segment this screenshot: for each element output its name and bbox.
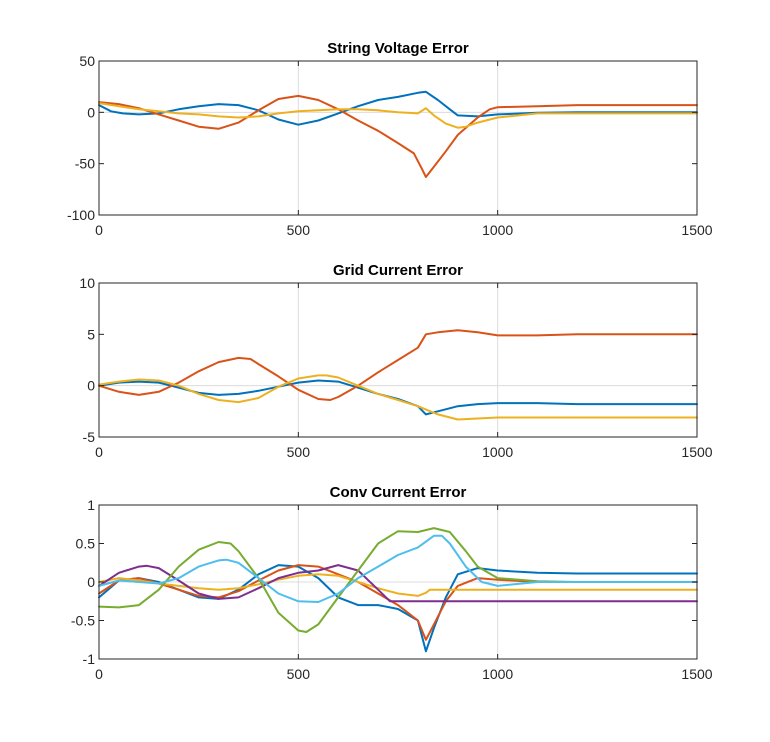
chart-title: Grid Current Error — [333, 262, 463, 279]
x-tick-label: 0 — [95, 444, 103, 460]
axes-background — [99, 61, 697, 215]
line-series-2 — [98, 564, 698, 641]
series-layer — [98, 329, 698, 421]
x-tick-labels: 0 500 1000 1500 — [95, 666, 713, 682]
line-series-3 — [98, 374, 698, 421]
x-tick-label: 1500 — [681, 222, 712, 238]
chart-title: String Voltage Error — [327, 40, 469, 57]
series-layer — [98, 527, 698, 653]
x-tick-label: 500 — [287, 222, 311, 238]
line-series-1 — [98, 379, 698, 416]
y-tick-label: -100 — [67, 207, 95, 223]
tick-marks — [98, 60, 698, 216]
x-tick-label: 1000 — [482, 222, 513, 238]
y-tick-label: 0 — [87, 104, 95, 120]
line-series-2 — [98, 94, 698, 178]
y-tick-label: -50 — [75, 156, 95, 172]
y-tick-labels: -100 -50 0 50 — [67, 53, 95, 223]
y-tick-label: 50 — [79, 53, 95, 69]
line-series-4 — [98, 564, 698, 603]
y-tick-label: 0 — [87, 574, 95, 590]
tick-marks — [98, 504, 698, 660]
x-tick-labels: 0 500 1000 1500 — [95, 222, 713, 238]
x-tick-label: 1000 — [482, 666, 513, 682]
axes-box — [98, 282, 698, 438]
line-series-2 — [98, 329, 698, 401]
x-tick-label: 1500 — [681, 444, 712, 460]
x-tick-label: 1000 — [482, 444, 513, 460]
x-tick-label: 1500 — [681, 666, 712, 682]
x-tick-labels: 0 500 1000 1500 — [95, 444, 713, 460]
y-tick-label: 0.5 — [76, 536, 96, 552]
subplot-string-voltage-error: 0 500 1000 1500 -100 -50 0 50 String Voltage E… — [67, 40, 713, 238]
y-tick-label: -1 — [83, 651, 96, 667]
y-tick-label: 1 — [87, 497, 95, 513]
x-tick-label: 0 — [95, 666, 103, 682]
x-tick-label: 500 — [287, 444, 311, 460]
line-series-5 — [98, 527, 698, 633]
axes-box — [98, 60, 698, 216]
y-tick-label: 0 — [87, 378, 95, 394]
x-tick-label: 0 — [95, 222, 103, 238]
y-tick-label: -5 — [83, 429, 96, 445]
grid-lines — [99, 283, 697, 437]
subplot-conv-current-error: 0 500 1000 1500 -1 -0.5 0 0.5 1 Conv Current Er… — [71, 484, 713, 682]
y-tick-label: 5 — [87, 326, 95, 342]
chart-title: Conv Current Error — [330, 484, 467, 501]
y-tick-labels: -5 0 5 10 — [79, 275, 95, 445]
x-tick-label: 500 — [287, 666, 311, 682]
line-series-3 — [98, 102, 698, 129]
y-tick-labels: -1 -0.5 0 0.5 1 — [71, 497, 95, 667]
tick-marks — [98, 282, 698, 438]
y-tick-label: 10 — [79, 275, 95, 291]
line-series-3 — [98, 573, 698, 597]
series-layer — [98, 90, 698, 178]
line-series-6 — [98, 534, 698, 603]
y-tick-label: -0.5 — [71, 613, 95, 629]
